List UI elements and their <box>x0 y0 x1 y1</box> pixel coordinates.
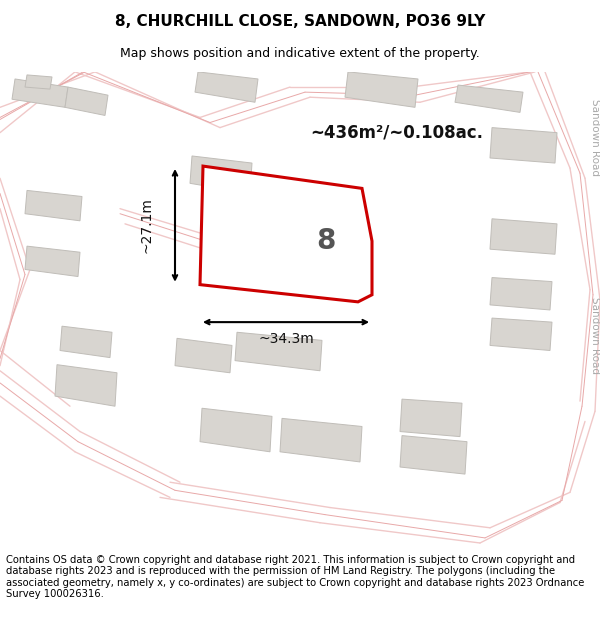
Text: Contains OS data © Crown copyright and database right 2021. This information is : Contains OS data © Crown copyright and d… <box>6 554 584 599</box>
Polygon shape <box>25 191 82 221</box>
Text: Sandown Road: Sandown Road <box>590 99 600 176</box>
Polygon shape <box>25 246 80 276</box>
Polygon shape <box>25 75 52 89</box>
Polygon shape <box>200 408 272 452</box>
Polygon shape <box>55 364 117 406</box>
Polygon shape <box>490 127 557 163</box>
Polygon shape <box>490 278 552 310</box>
Polygon shape <box>455 85 523 112</box>
Polygon shape <box>400 399 462 437</box>
Text: ~436m²/~0.108ac.: ~436m²/~0.108ac. <box>310 124 483 142</box>
Polygon shape <box>345 72 418 107</box>
Polygon shape <box>190 156 252 194</box>
Polygon shape <box>65 87 108 116</box>
Polygon shape <box>12 79 68 107</box>
Text: 8, CHURCHILL CLOSE, SANDOWN, PO36 9LY: 8, CHURCHILL CLOSE, SANDOWN, PO36 9LY <box>115 14 485 29</box>
Polygon shape <box>280 418 362 462</box>
Polygon shape <box>235 332 322 371</box>
Polygon shape <box>175 338 232 372</box>
Polygon shape <box>200 166 372 302</box>
Text: ~27.1m: ~27.1m <box>140 198 154 253</box>
Text: 8: 8 <box>316 227 336 255</box>
Polygon shape <box>60 326 112 357</box>
Text: ~34.3m: ~34.3m <box>258 332 314 346</box>
Polygon shape <box>490 318 552 351</box>
Polygon shape <box>255 227 338 269</box>
Polygon shape <box>490 219 557 254</box>
Text: Map shows position and indicative extent of the property.: Map shows position and indicative extent… <box>120 48 480 61</box>
Text: Sandown Road: Sandown Road <box>590 297 600 374</box>
Polygon shape <box>195 72 258 102</box>
Polygon shape <box>400 436 467 474</box>
